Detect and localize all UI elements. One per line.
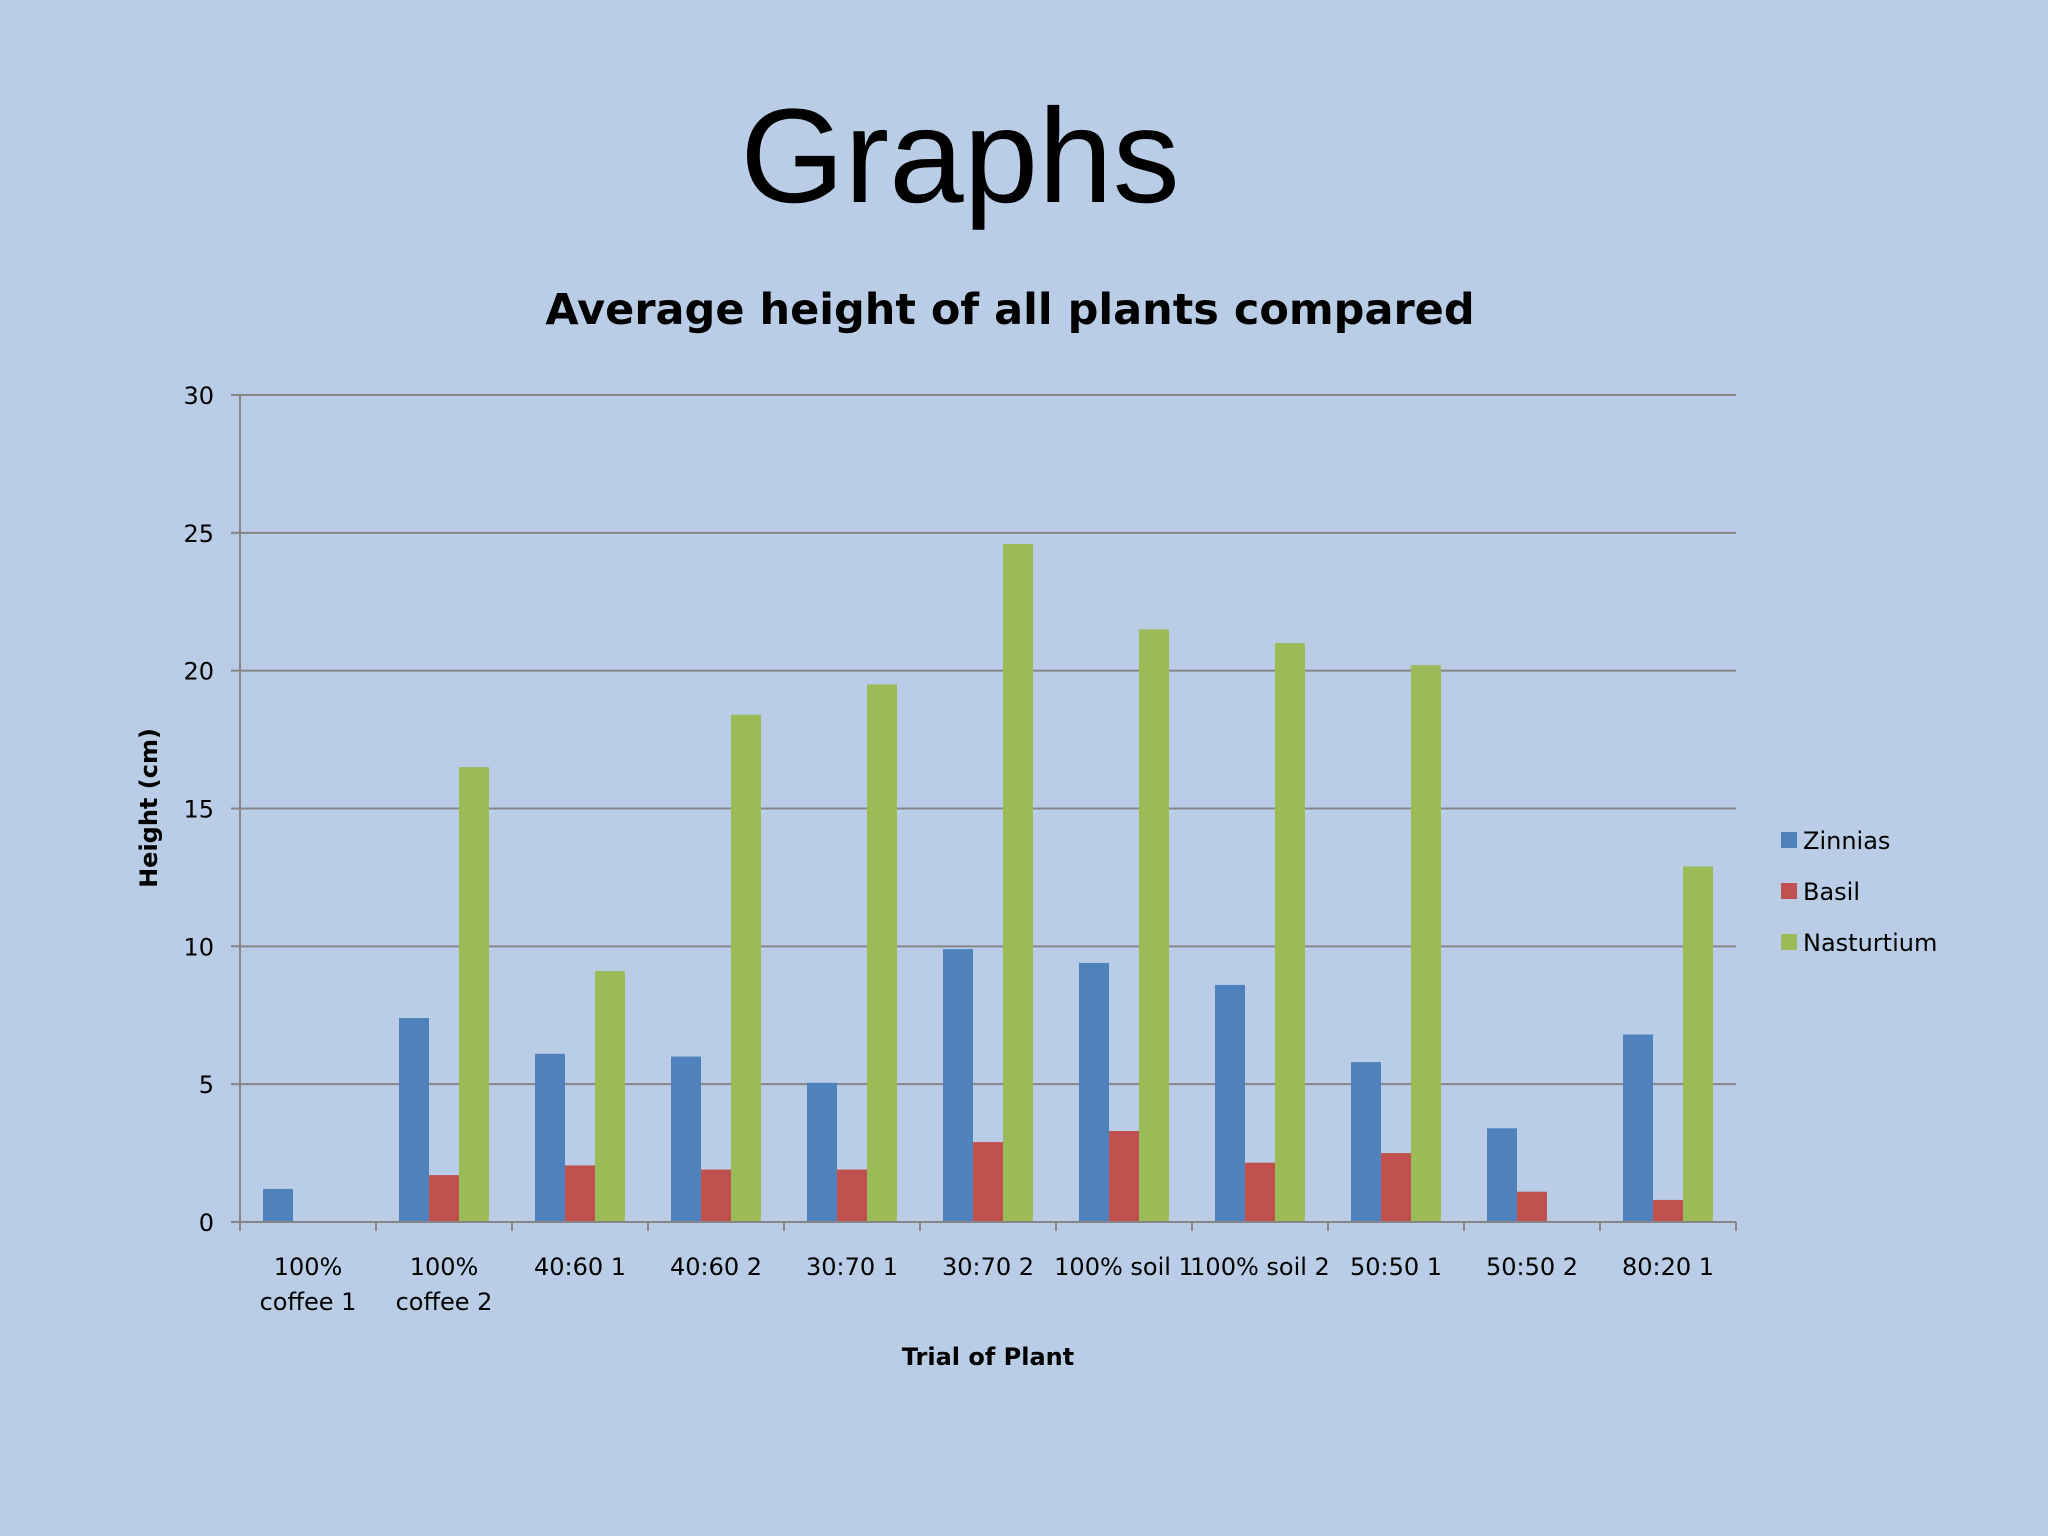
x-tick-label: 40:60 2 (670, 1253, 762, 1281)
bar-zinnias (535, 1053, 565, 1222)
bar-zinnias (943, 949, 973, 1222)
bar-nasturtium (1411, 665, 1441, 1222)
bar-zinnias (1487, 1128, 1517, 1222)
bar-nasturtium (1139, 629, 1169, 1222)
y-tick-label: 25 (183, 520, 214, 548)
bar-nasturtium (731, 714, 761, 1222)
legend: Zinnias Basil Nasturtium (1781, 827, 1937, 957)
bars (263, 543, 1713, 1222)
x-tick-label: 100% soil 1 (1054, 1253, 1194, 1281)
bar-zinnias (1623, 1034, 1653, 1222)
bar-zinnias (1079, 962, 1109, 1222)
bar-basil (429, 1175, 459, 1222)
bar-nasturtium (867, 684, 897, 1222)
legend-label-zinnias: Zinnias (1803, 827, 1890, 855)
legend-label-basil: Basil (1803, 878, 1860, 906)
legend-swatch-basil (1781, 883, 1797, 899)
y-tick-label: 20 (183, 658, 214, 686)
bar-zinnias (1215, 984, 1245, 1222)
x-tick-label: 100% coffee 2 (396, 1253, 493, 1316)
legend-label-nasturtium: Nasturtium (1803, 929, 1937, 957)
bar-zinnias (807, 1082, 837, 1222)
bar-basil (701, 1169, 731, 1222)
x-tick-label: 30:70 1 (806, 1253, 898, 1281)
bar-basil (1109, 1131, 1139, 1222)
axes (239, 395, 1736, 1223)
bar-basil (565, 1165, 595, 1222)
bar-basil (1245, 1162, 1275, 1222)
bar-basil (837, 1169, 867, 1222)
bar-zinnias (263, 1188, 293, 1222)
bar-basil (1517, 1191, 1547, 1222)
slide-title: Graphs (740, 82, 1180, 231)
bar-zinnias (671, 1056, 701, 1222)
legend-swatch-nasturtium (1781, 934, 1797, 950)
bar-basil (1381, 1153, 1411, 1222)
bar-nasturtium (459, 767, 489, 1222)
x-tick-label: 50:50 1 (1350, 1253, 1442, 1281)
gridlines (240, 394, 1736, 1086)
bar-nasturtium (1003, 543, 1033, 1222)
bar-basil (1653, 1199, 1683, 1222)
x-tick-label: 40:60 1 (534, 1253, 626, 1281)
y-tick-label: 10 (183, 933, 214, 961)
legend-swatch-zinnias (1781, 832, 1797, 848)
bar-zinnias (399, 1018, 429, 1222)
x-tick-label: 100% soil 2 (1190, 1253, 1330, 1281)
bar-nasturtium (1683, 866, 1713, 1222)
x-tick-label: 30:70 2 (942, 1253, 1034, 1281)
x-tick-label: 50:50 2 (1486, 1253, 1578, 1281)
bar-basil (973, 1142, 1003, 1222)
x-tick-label: 100% coffee 1 (260, 1253, 357, 1316)
y-tick-label: 15 (183, 796, 214, 824)
chart-title: Average height of all plants compared (545, 285, 1474, 335)
x-axis-title: Trial of Plant (902, 1343, 1074, 1371)
x-axis-ticks: 100% coffee 1 100% coffee 2 40:60 1 40:60 2 30… (239, 1222, 1737, 1316)
y-axis-ticks: 0 5 10 15 20 25 30 (183, 382, 240, 1237)
y-tick-label: 30 (183, 382, 214, 410)
bar-zinnias (1351, 1062, 1381, 1222)
y-tick-label: 5 (199, 1071, 214, 1099)
y-tick-label: 0 (199, 1209, 214, 1237)
x-tick-label: 80:20 1 (1622, 1253, 1714, 1281)
bar-nasturtium (1275, 643, 1305, 1222)
y-axis-title: Height (cm) (135, 728, 163, 888)
bar-nasturtium (595, 971, 625, 1222)
